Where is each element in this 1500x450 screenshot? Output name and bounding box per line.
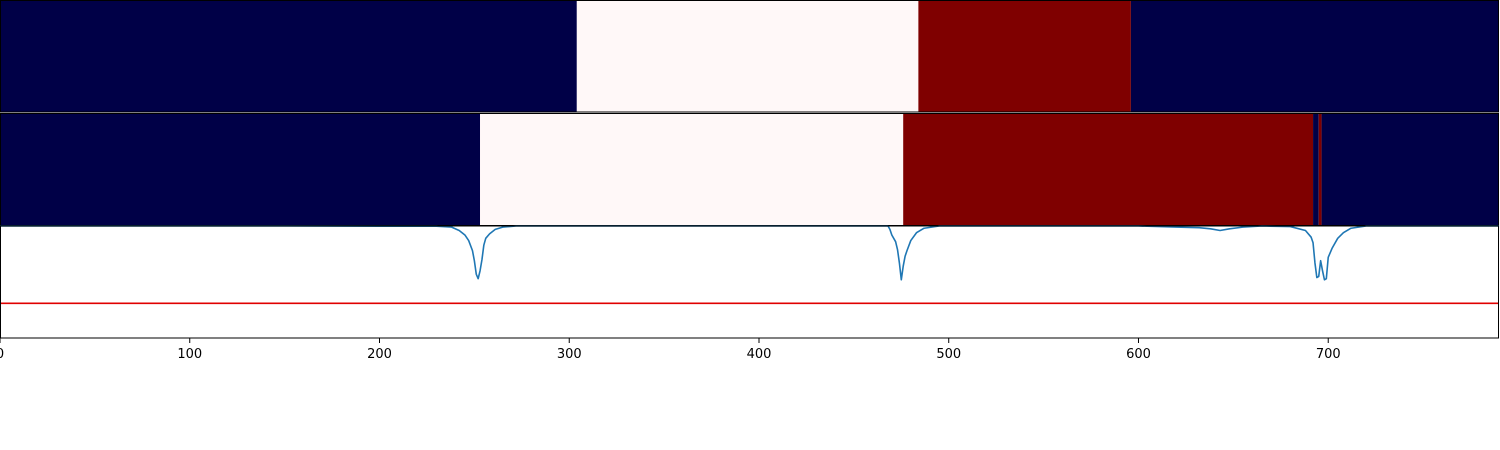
strip-frame <box>0 0 1499 113</box>
ground-truth-strip <box>0 0 1499 113</box>
x-tick-label: 200 <box>367 347 392 362</box>
segment-2 <box>918 0 1131 112</box>
segment-0 <box>0 113 481 226</box>
segment-1 <box>576 0 919 112</box>
x-tick-label: 0 <box>0 347 4 362</box>
x-tick-label: 400 <box>747 347 772 362</box>
segment-3 <box>1313 113 1319 226</box>
x-tick-label: 100 <box>177 347 202 362</box>
plot-frame <box>0 225 1499 339</box>
x-tick-label: 300 <box>557 347 582 362</box>
segment-0 <box>0 0 577 112</box>
segment-1 <box>480 113 904 226</box>
x-tick-label: 700 <box>1316 347 1341 362</box>
segment-3 <box>1130 0 1499 112</box>
segment-4 <box>1318 113 1322 226</box>
confidence-line <box>0 225 1499 281</box>
confidence-plot <box>0 225 1499 339</box>
predicted-strip <box>0 113 1499 226</box>
x-tick-label: 600 <box>1126 347 1151 362</box>
plot-background <box>0 226 1499 338</box>
segment-5 <box>1321 113 1499 226</box>
segment-2 <box>903 113 1314 226</box>
x-tick-label: 500 <box>936 347 961 362</box>
x-axis: 0 100 200 300 400 500 600 700 <box>0 338 1341 362</box>
